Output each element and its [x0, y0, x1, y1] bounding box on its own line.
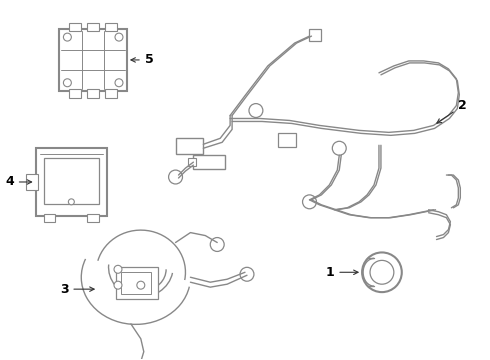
Bar	[105, 23, 117, 31]
Text: 4: 4	[5, 175, 32, 189]
Circle shape	[63, 79, 72, 87]
Text: 1: 1	[325, 266, 358, 279]
Bar	[116, 267, 158, 299]
Circle shape	[114, 281, 122, 289]
Bar	[70, 23, 81, 31]
Circle shape	[115, 33, 123, 41]
Circle shape	[370, 260, 394, 284]
Circle shape	[302, 195, 317, 209]
Circle shape	[63, 33, 72, 41]
Bar	[36, 148, 107, 216]
Bar	[70, 89, 81, 98]
Bar	[105, 89, 117, 98]
Bar	[25, 174, 38, 190]
Circle shape	[69, 199, 74, 205]
Circle shape	[169, 170, 182, 184]
Circle shape	[114, 265, 122, 273]
Bar	[278, 133, 295, 147]
Bar	[87, 89, 99, 98]
Text: 5: 5	[131, 53, 153, 67]
Circle shape	[115, 79, 123, 87]
Bar	[189, 158, 196, 166]
Circle shape	[137, 281, 145, 289]
Text: 3: 3	[60, 283, 94, 296]
Circle shape	[240, 267, 254, 281]
Bar	[121, 272, 151, 294]
Text: 2: 2	[437, 99, 467, 123]
Bar	[310, 29, 321, 41]
Circle shape	[362, 252, 402, 292]
Bar	[87, 214, 99, 222]
Bar	[44, 214, 55, 222]
Bar	[44, 158, 99, 204]
Bar	[87, 23, 99, 31]
Circle shape	[249, 104, 263, 117]
Bar	[194, 155, 225, 169]
Circle shape	[332, 141, 346, 155]
Circle shape	[210, 238, 224, 251]
Bar	[175, 138, 203, 154]
Bar	[59, 29, 127, 91]
